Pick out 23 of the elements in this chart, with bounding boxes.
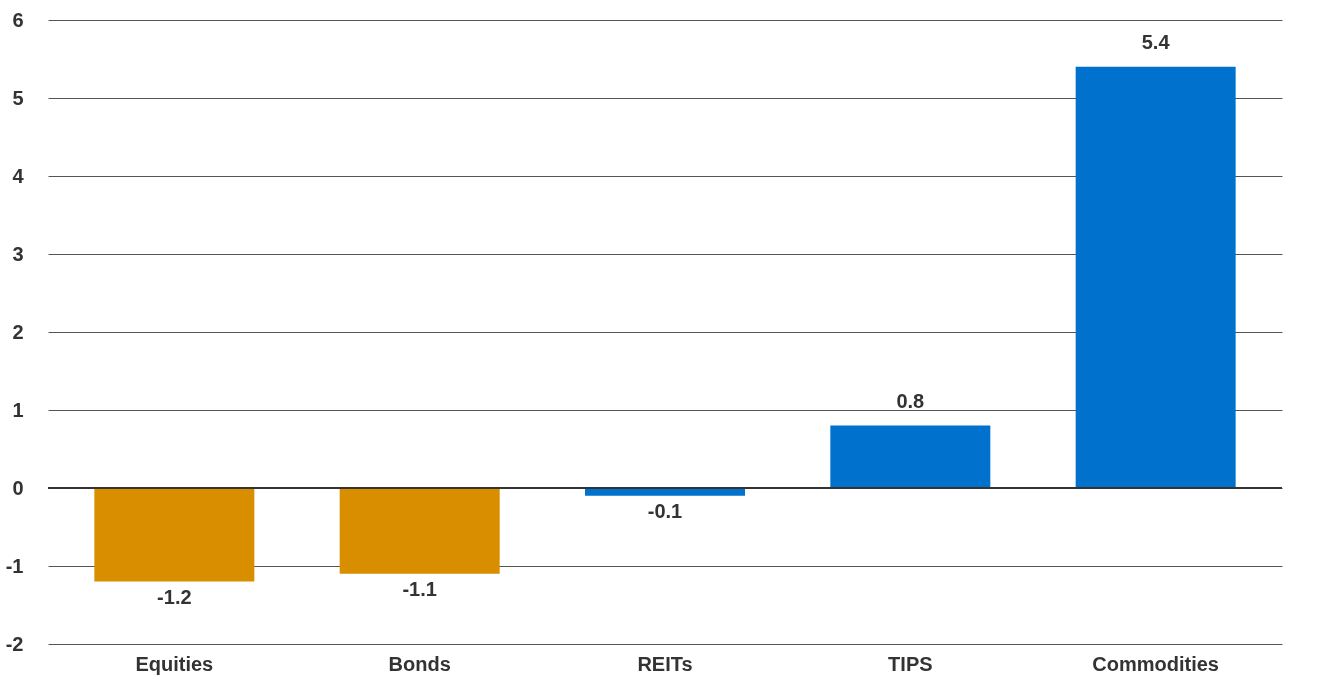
y-tick-label: 6	[12, 8, 24, 31]
data-label: -1.1	[402, 577, 437, 600]
data-label: 0.8	[896, 389, 925, 412]
x-tick-label: Bonds	[388, 652, 451, 675]
y-tick-label: 4	[12, 164, 25, 187]
data-label: -1.2	[157, 585, 192, 608]
x-tick-label: Equities	[135, 652, 214, 675]
bar	[94, 488, 255, 582]
y-tick-label: 3	[12, 242, 24, 265]
y-tick-label: 1	[12, 398, 24, 421]
data-label: 5.4	[1141, 30, 1171, 53]
x-tick-label: REITs	[637, 652, 693, 675]
y-tick-label: -1	[5, 554, 24, 577]
y-tick-label: -2	[5, 632, 24, 655]
x-tick-label: Commodities	[1092, 652, 1219, 675]
bar	[1075, 66, 1236, 488]
bar	[339, 488, 500, 574]
y-tick-label: 0	[12, 476, 24, 499]
bar	[830, 425, 991, 488]
y-tick-label: 2	[12, 320, 24, 343]
data-label: -0.1	[647, 499, 683, 522]
y-tick-label: 5	[12, 86, 24, 109]
x-tick-label: TIPS	[888, 652, 933, 675]
